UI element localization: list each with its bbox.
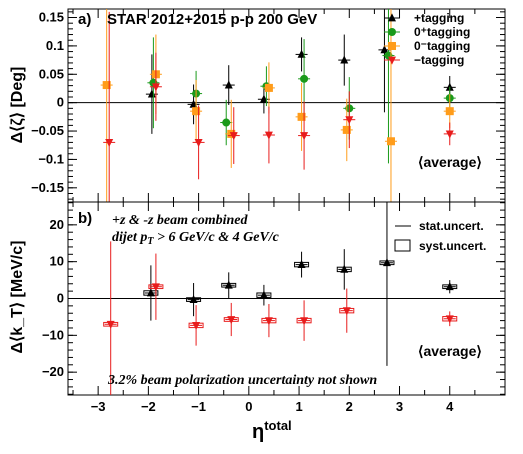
x-tick-label: −1	[191, 399, 206, 414]
chart-title: STAR 2012+2015 p-p 200 GeV	[107, 11, 317, 28]
legend-label: +tagging	[414, 11, 464, 25]
panel-b-marker	[342, 307, 351, 316]
legend-marker	[388, 28, 396, 36]
panel-a-ytick-label: −0.1	[38, 151, 64, 166]
x-axis-label-sup: total	[264, 418, 291, 433]
panel-b-ytick-label: −10	[42, 327, 64, 342]
panel-a-marker	[222, 118, 231, 127]
x-tick-label: 1	[295, 399, 302, 414]
panel-b-marker	[259, 290, 268, 299]
legend-syst-label: syst.uncert.	[419, 239, 486, 253]
panel-b-marker	[382, 258, 391, 267]
panel-a-marker	[264, 83, 273, 92]
panel-b-marker	[264, 317, 273, 326]
panel-b-marker	[192, 321, 201, 330]
panel-a-marker	[105, 138, 114, 147]
panel-b-series-0	[143, 202, 458, 366]
annotation-2-sub: T	[147, 236, 154, 247]
panel-a-marker	[300, 74, 309, 83]
panel-a-ytick-label: 0.15	[39, 10, 64, 25]
legend-syst-box	[394, 239, 411, 252]
panel-b-ytick-label: 0	[57, 291, 64, 306]
legend-label: −tagging	[414, 53, 464, 67]
panel-a-average-label: ⟨average⟩	[418, 154, 482, 170]
panel-b-ytick-label: −20	[42, 364, 64, 379]
panel-a-marker	[297, 112, 306, 121]
panel-b-marker	[445, 315, 454, 324]
x-tick-label: 0	[245, 399, 252, 414]
panel-a-marker	[259, 94, 268, 103]
panel-b-series-1	[103, 241, 458, 395]
panel-a-marker	[342, 125, 351, 134]
panel-b-marker	[106, 320, 115, 329]
panel-a-marker	[386, 137, 395, 146]
panel-a-marker	[151, 83, 160, 92]
panel-b-footnote: 3.2% beam polarization uncertainty not s…	[107, 373, 377, 388]
panel-a-marker	[147, 89, 156, 98]
panel-a-marker	[445, 82, 454, 91]
panel-a-ytick-label: 0.05	[39, 66, 64, 81]
panel-b-ytick-label: 20	[50, 217, 64, 232]
panel-b-marker	[146, 288, 155, 297]
panel-b-average-label: ⟨average⟩	[418, 343, 482, 359]
panel-b-annotation-2: dijet pT > 6 GeV/c & 4 GeV/c	[112, 230, 280, 247]
panel-b-marker	[297, 260, 306, 269]
x-axis-label-main: η	[252, 421, 264, 443]
panel-a-marker	[229, 132, 238, 141]
panel-b-marker	[340, 264, 349, 273]
panel-b-ylabel-text: Δ⟨k_T⟩ [MeV/c]	[9, 241, 26, 354]
panel-a-ytick-label: −0.15	[31, 180, 64, 195]
panel-a-ytick-label: −0.05	[31, 123, 64, 138]
panel-b-marker	[300, 317, 309, 326]
x-tick-label: 3	[396, 399, 403, 414]
panel-b-legend: stat.uncert. syst.uncert.	[394, 219, 486, 253]
x-tick-label: −3	[91, 399, 106, 414]
panel-b-ylabel: Δ⟨k_T⟩ [MeV/c]	[9, 241, 26, 354]
panel-b-marker	[224, 280, 233, 289]
panel-a-marker	[264, 131, 273, 140]
panel-a-marker	[445, 107, 454, 116]
panel-b-annotation-1: +z & -z beam combined	[112, 213, 249, 228]
panel-a-ytick-label: 0.1	[46, 38, 64, 53]
x-tick-label: 4	[446, 399, 454, 414]
panel-a-marker	[194, 138, 203, 147]
x-tick-label: 2	[346, 399, 353, 414]
panel-b-marker	[445, 282, 454, 291]
panel-a: −0.15 −0.1 −0.05 0 0.05 0.1 0.15 a) STAR 2012+…	[9, 8, 506, 203]
panel-a-marker	[380, 45, 389, 54]
legend-label: 0⁺tagging	[414, 25, 470, 39]
panel-a-marker	[192, 107, 201, 116]
legend-marker	[388, 42, 396, 50]
panel-a-label: a)	[78, 11, 91, 28]
legend-marker	[388, 13, 396, 22]
panel-a-ylabel: Δ⟨ζ⟩ [Deg]	[9, 67, 26, 144]
annotation-2-pre: dijet p	[112, 230, 147, 245]
panel-b-label: b)	[78, 210, 92, 227]
legend-label: 0⁻tagging	[414, 39, 470, 53]
panel-a-marker	[340, 55, 349, 64]
x-tick-label: −2	[141, 399, 156, 414]
annotation-2-post: > 6 GeV/c & 4 GeV/c	[154, 230, 280, 245]
panel-a-ytick-label: 0	[57, 95, 64, 110]
panel-a-marker	[102, 81, 111, 90]
panel-a-marker	[224, 80, 233, 89]
panel-a-marker	[300, 132, 309, 141]
panel-a-marker	[189, 99, 198, 108]
panel-a-series-3	[103, 11, 456, 202]
panel-b-ytick-label: 10	[50, 254, 64, 269]
panel-a-series-2	[100, 9, 456, 202]
panel-b-marker	[151, 283, 160, 292]
panel-b-marker	[227, 316, 236, 325]
legend-stat-label: stat.uncert.	[419, 219, 484, 233]
x-axis-label: ηtotal	[252, 418, 292, 443]
panel-a-marker	[345, 116, 354, 125]
panel-a-marker	[445, 130, 454, 139]
panel-a-marker	[297, 49, 306, 58]
panel-b-marker	[189, 295, 198, 304]
legend-marker	[388, 56, 396, 65]
